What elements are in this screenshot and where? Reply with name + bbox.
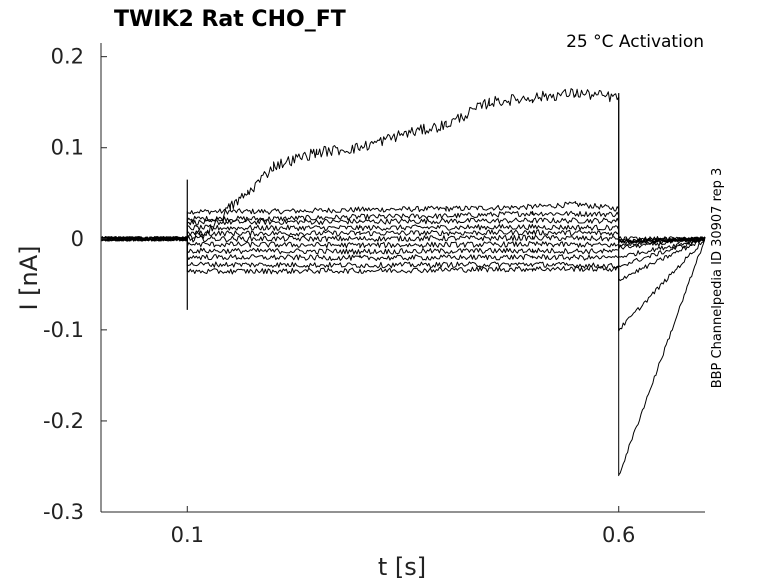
- x-tick-label: 0.1: [171, 523, 204, 547]
- chart-annotation: 25 °C Activation: [566, 32, 704, 52]
- series-line-8: [100, 236, 706, 268]
- y-tick-label: 0.2: [51, 45, 84, 69]
- series-line-7: [100, 236, 706, 258]
- x-tick-label: 0.6: [602, 523, 635, 547]
- y-tick-label: -0.3: [43, 500, 84, 524]
- y-axis-label: I [nA]: [15, 245, 43, 310]
- x-ticks: 0.1 0.6: [171, 506, 635, 547]
- series-line-3: [100, 217, 706, 244]
- series-line-2: [100, 210, 706, 243]
- x-axis-label: t [s]: [378, 553, 426, 581]
- side-note: BBP Channelpedia ID 30907 rep 3: [710, 168, 725, 389]
- series-line-10: [100, 236, 706, 332]
- y-tick-label: 0: [71, 227, 84, 251]
- series-line-4: [100, 223, 706, 245]
- series-line-6: [100, 234, 706, 250]
- chart-title: TWIK2 Rat CHO_FT: [114, 7, 346, 32]
- y-tick-label: -0.1: [43, 318, 84, 342]
- series-line-9: [100, 236, 706, 282]
- series-line-12: [100, 88, 706, 243]
- series-line-11: [100, 236, 706, 477]
- y-ticks: -0.3 -0.2 -0.1 0 0.1 0.2: [43, 45, 107, 524]
- series-line-5: [100, 229, 706, 247]
- y-tick-label: -0.2: [43, 409, 84, 433]
- series-line-1: [100, 201, 706, 243]
- y-tick-label: 0.1: [51, 136, 84, 160]
- data-traces: [100, 88, 706, 477]
